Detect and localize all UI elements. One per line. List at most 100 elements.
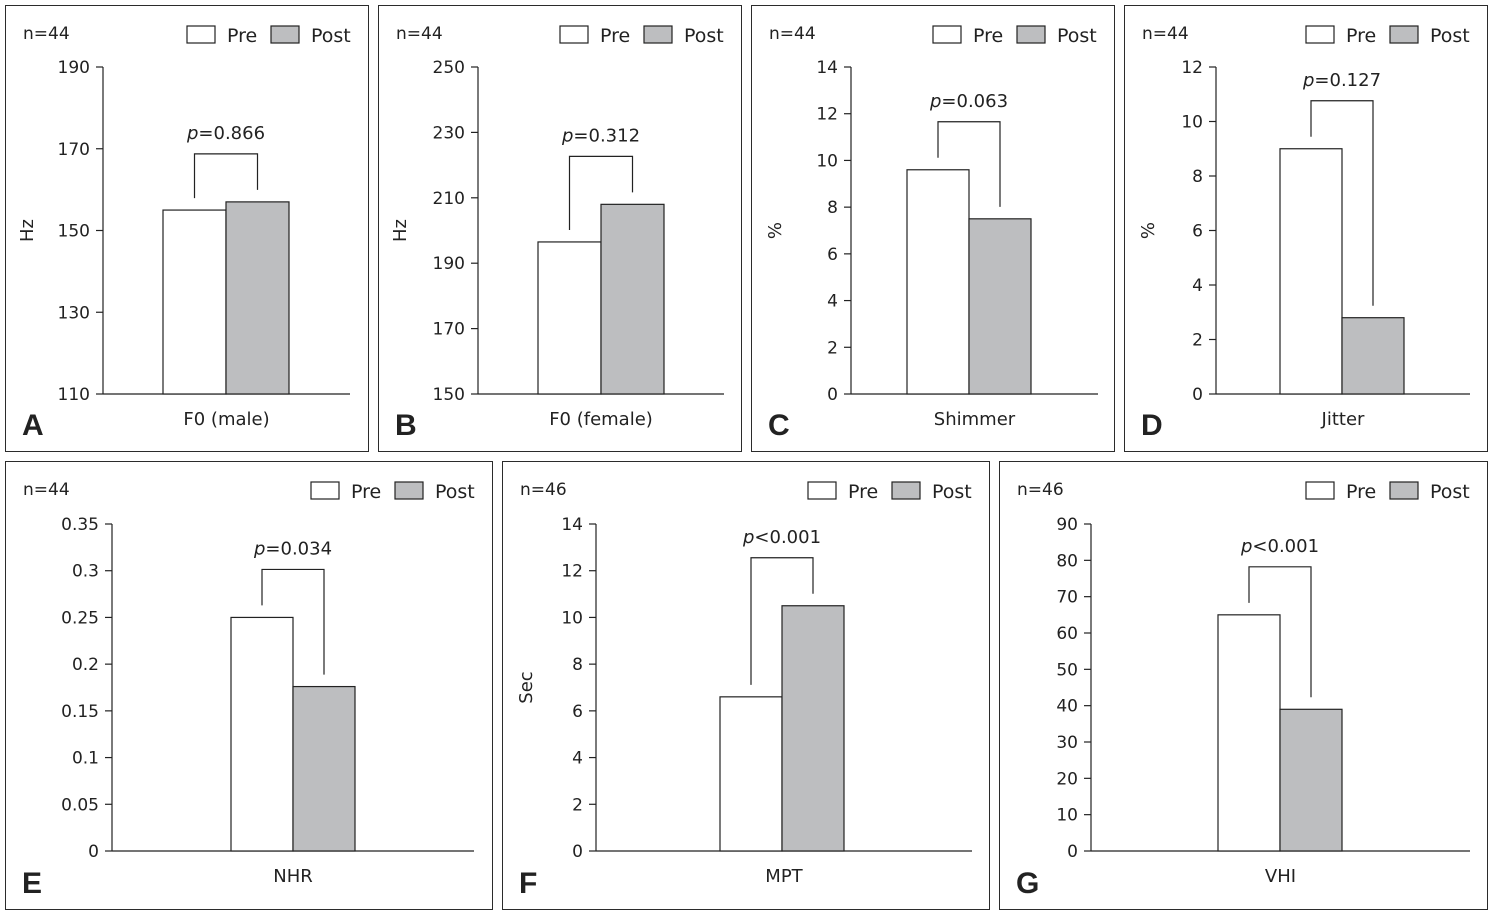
p-value-label: p=0.866 bbox=[186, 123, 265, 144]
bar-post bbox=[292, 685, 356, 852]
bar-post bbox=[1341, 317, 1405, 395]
chart-c: n=44 Pre Post 0 2 4 6 8 10 12 14 p=0.063 Shimmer% C bbox=[765, 24, 1098, 442]
y-tick-label: 0.25 bbox=[61, 608, 99, 628]
sample-size-label: n=44 bbox=[23, 480, 70, 500]
y-tick-label: 30 bbox=[1056, 733, 1078, 753]
legend-post-label: Post bbox=[684, 25, 724, 47]
legend-post-label: Post bbox=[435, 481, 475, 503]
legend-post-label: Post bbox=[1430, 25, 1470, 47]
panel-d: n=44 Pre Post 0 2 4 6 8 10 12 p=0.127 Jitter% D bbox=[1124, 5, 1488, 452]
significance-bracket bbox=[568, 155, 634, 230]
y-tick-label: 70 bbox=[1056, 588, 1078, 608]
y-tick-label: 0 bbox=[1067, 842, 1078, 862]
p-value-label: p=0.127 bbox=[1302, 70, 1381, 91]
y-tick-label: 12 bbox=[816, 105, 838, 125]
panel-letter: A bbox=[22, 409, 44, 442]
bar-post bbox=[968, 218, 1032, 395]
x-axis-label: F0 (male) bbox=[183, 409, 269, 430]
legend-pre-label: Pre bbox=[848, 481, 878, 503]
y-tick-label: 150 bbox=[58, 222, 90, 242]
y-tick-label: 6 bbox=[827, 245, 838, 265]
sample-size-label: n=44 bbox=[1142, 24, 1189, 44]
y-tick-label: 190 bbox=[433, 254, 465, 274]
legend-pre-swatch bbox=[559, 25, 589, 44]
bar-post bbox=[1279, 708, 1343, 852]
y-tick-label: 170 bbox=[433, 320, 465, 340]
significance-bracket bbox=[261, 568, 325, 675]
legend-pre-swatch bbox=[807, 481, 837, 500]
y-tick-label: 80 bbox=[1056, 551, 1078, 571]
legend-pre-label: Pre bbox=[600, 25, 630, 47]
y-tick-label: 150 bbox=[433, 385, 465, 405]
x-axis-label: Jitter bbox=[1321, 409, 1365, 430]
legend-post-swatch bbox=[643, 25, 673, 44]
y-tick-label: 190 bbox=[58, 58, 90, 78]
y-tick-label: 2 bbox=[1192, 331, 1203, 351]
y-tick-label: 0.3 bbox=[72, 562, 99, 582]
legend-post-label: Post bbox=[932, 481, 972, 503]
p-value-label: p=0.312 bbox=[561, 125, 640, 146]
legend-post-swatch bbox=[270, 25, 300, 44]
panel-letter: E bbox=[22, 867, 42, 900]
panel-c: n=44 Pre Post 0 2 4 6 8 10 12 14 p=0.063 Shimmer% C bbox=[751, 5, 1115, 452]
legend-pre-label: Pre bbox=[1346, 481, 1376, 503]
bar-pre bbox=[230, 616, 294, 852]
legend-post-label: Post bbox=[1057, 25, 1097, 47]
legend-pre-swatch bbox=[932, 25, 962, 44]
chart-d: n=44 Pre Post 0 2 4 6 8 10 12 p=0.127 Jitter% D bbox=[1138, 24, 1470, 442]
panel-b: n=44 Pre Post 150 170 190 210 230 250 p=0.312 F0 (… bbox=[378, 5, 742, 452]
x-axis-label: Shimmer bbox=[934, 409, 1016, 430]
legend-pre-swatch bbox=[310, 481, 340, 500]
significance-bracket bbox=[750, 557, 814, 685]
y-tick-label: 10 bbox=[1056, 806, 1078, 826]
legend-pre-label: Pre bbox=[227, 25, 257, 47]
y-tick-label: 250 bbox=[433, 58, 465, 78]
significance-bracket bbox=[1248, 566, 1312, 698]
legend-pre-swatch bbox=[1305, 481, 1335, 500]
y-tick-label: 0.2 bbox=[72, 655, 99, 675]
legend-pre-swatch bbox=[1305, 25, 1335, 44]
x-axis-label: MPT bbox=[765, 866, 803, 887]
legend-post-swatch bbox=[1389, 25, 1419, 44]
chart-b: n=44 Pre Post 150 170 190 210 230 250 p=0.312 F0 (… bbox=[390, 24, 724, 442]
y-tick-label: 12 bbox=[561, 562, 583, 582]
y-tick-label: 2 bbox=[572, 795, 583, 815]
y-tick-label: 10 bbox=[816, 151, 838, 171]
chart-e: n=44 Pre Post 0 0.05 0.1 0.15 0.2 0.25 0.3 0.35 p=0… bbox=[22, 480, 475, 900]
legend-pre-label: Pre bbox=[973, 25, 1003, 47]
p-value-label: p=0.063 bbox=[929, 91, 1008, 112]
x-axis-label: F0 (female) bbox=[549, 409, 653, 430]
sample-size-label: n=44 bbox=[396, 24, 443, 44]
y-tick-label: 20 bbox=[1056, 769, 1078, 789]
legend-post-label: Post bbox=[1430, 481, 1470, 503]
sample-size-label: n=46 bbox=[520, 480, 567, 500]
y-axis-label: % bbox=[1138, 222, 1159, 239]
y-tick-label: 230 bbox=[433, 123, 465, 143]
chart-a: n=44 Pre Post 110 130 150 170 190 p=0.866 F0 (mal… bbox=[17, 24, 351, 442]
panel-letter: C bbox=[768, 409, 790, 442]
significance-bracket bbox=[193, 153, 259, 199]
legend-post-swatch bbox=[891, 481, 921, 500]
y-tick-label: 0.05 bbox=[61, 795, 99, 815]
y-tick-label: 8 bbox=[1192, 167, 1203, 187]
legend-pre-swatch bbox=[186, 25, 216, 44]
panel-letter: G bbox=[1016, 867, 1039, 900]
p-value-label: p<0.001 bbox=[742, 527, 821, 548]
y-tick-label: 40 bbox=[1056, 697, 1078, 717]
y-axis-label: Hz bbox=[17, 219, 38, 242]
y-tick-label: 170 bbox=[58, 140, 90, 160]
y-axis-label: % bbox=[765, 222, 786, 239]
y-tick-label: 0.35 bbox=[61, 515, 99, 535]
y-axis-label: Sec bbox=[516, 671, 537, 703]
sample-size-label: n=46 bbox=[1017, 480, 1064, 500]
y-tick-label: 6 bbox=[572, 702, 583, 722]
bar-pre bbox=[162, 209, 227, 395]
legend-post-label: Post bbox=[311, 25, 351, 47]
legend-post-swatch bbox=[1389, 481, 1419, 500]
legend-pre-label: Pre bbox=[1346, 25, 1376, 47]
y-tick-label: 12 bbox=[1181, 58, 1203, 78]
chart-f: n=46 Pre Post 0 2 4 6 8 10 12 14 p<0.001 MPT Sec F bbox=[516, 480, 972, 900]
legend-pre-label: Pre bbox=[351, 481, 381, 503]
x-axis-label: NHR bbox=[273, 866, 313, 887]
